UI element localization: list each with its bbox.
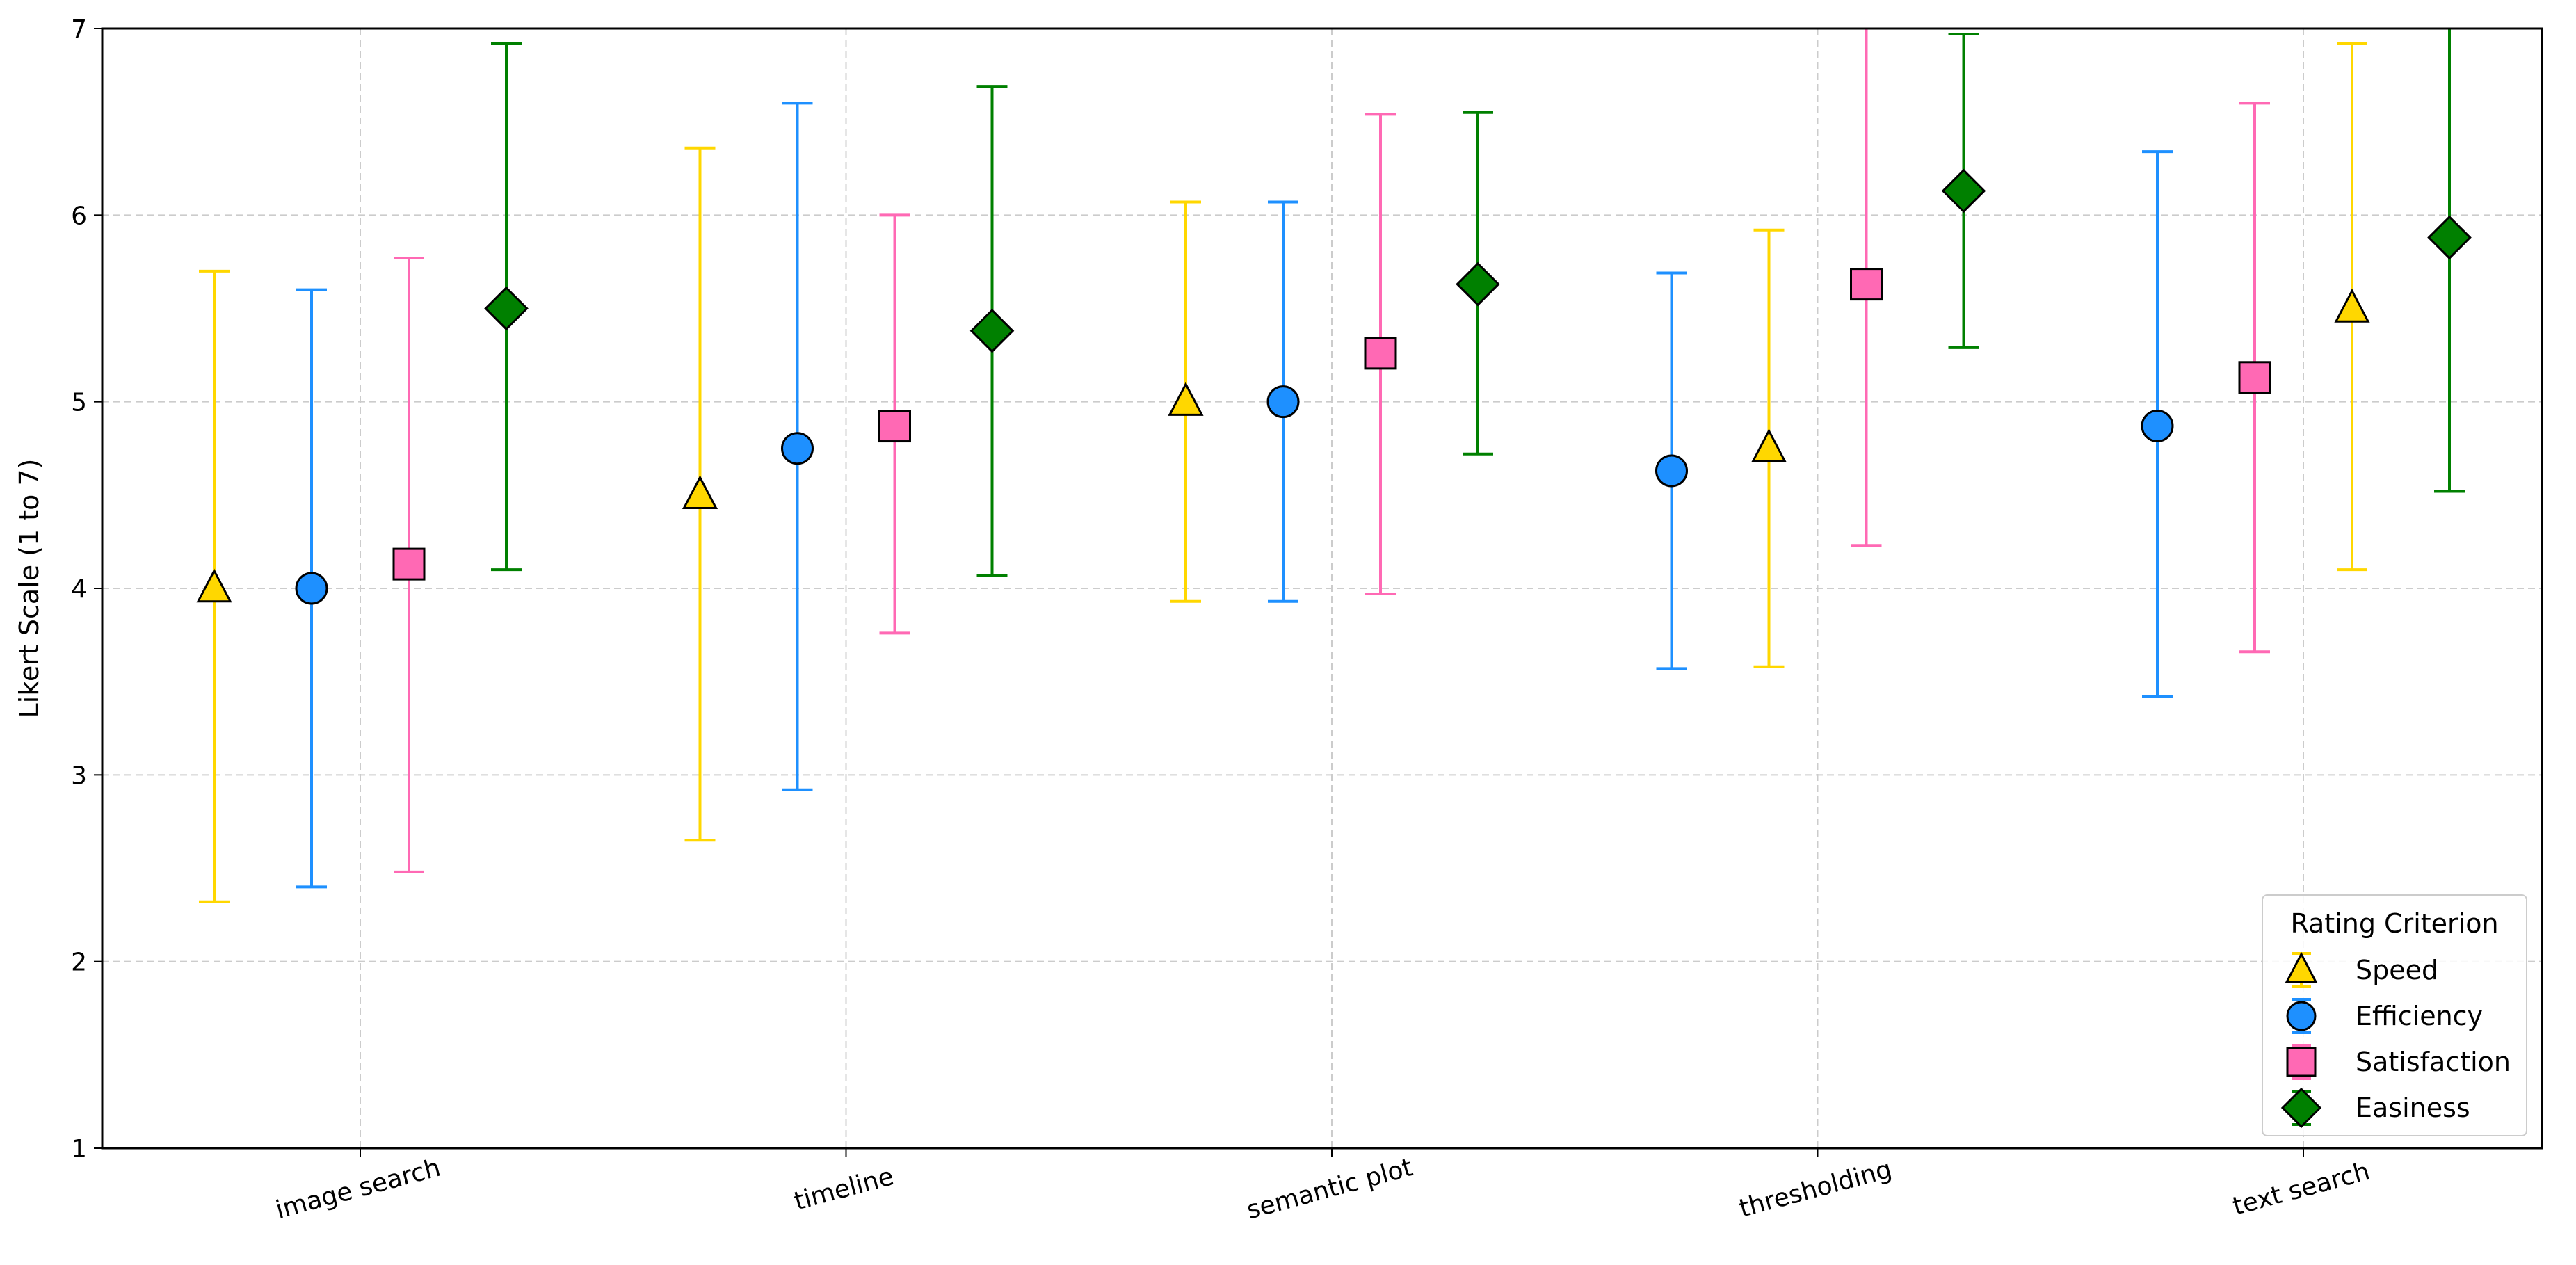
legend-label: Satisfaction <box>2356 1047 2511 1077</box>
point-efficiency <box>781 432 814 465</box>
point-easiness <box>1941 168 1986 213</box>
errorbar-speed-0 <box>196 269 232 903</box>
point-satisfaction <box>392 547 426 581</box>
legend-label: Speed <box>2356 955 2438 985</box>
point-speed <box>682 475 718 510</box>
errorbar-satisfaction-0 <box>392 257 426 873</box>
legend-box <box>2262 894 2527 1136</box>
legend-label: Easiness <box>2356 1093 2470 1123</box>
y-tick-label: 7 <box>71 15 87 44</box>
y-tick-label: 6 <box>71 202 87 230</box>
point-satisfaction <box>2238 361 2271 394</box>
point-efficiency <box>1655 454 1688 488</box>
errorbar-speed-4 <box>2334 42 2370 572</box>
x-axis: image search timeline semantic plot thresho… <box>273 1148 2373 1225</box>
y-tick-label: 2 <box>71 949 87 977</box>
errorbar-efficiency-1 <box>781 102 814 791</box>
errorbar-efficiency-2 <box>1266 200 1300 603</box>
errorbar-easiness-0 <box>484 42 529 572</box>
errorbar-easiness-4 <box>2427 29 2472 493</box>
y-tick-label: 1 <box>71 1135 87 1163</box>
legend-items: Speed Efficiency Satisfaction Easiness <box>2280 951 2511 1129</box>
legend: Rating Criterion Speed Efficiency Satisfac… <box>2262 894 2527 1136</box>
point-satisfaction <box>1364 337 1397 370</box>
x-tick-label: thresholding <box>1736 1155 1894 1223</box>
x-tick-label: text search <box>2230 1157 2373 1221</box>
y-axis: 1 2 3 4 5 6 7 <box>71 15 102 1163</box>
x-tick-label: semantic plot <box>1243 1153 1415 1225</box>
point-efficiency <box>2141 410 2174 443</box>
y-axis-label: Likert Scale (1 to 7) <box>14 459 45 718</box>
legend-item-satisfaction: Satisfaction <box>2286 1044 2511 1080</box>
legend-marker-circle <box>2286 1001 2317 1031</box>
point-efficiency <box>295 572 328 605</box>
y-tick-label: 3 <box>71 762 87 790</box>
errorbar-efficiency-4 <box>2141 150 2174 698</box>
point-speed <box>1750 428 1787 462</box>
point-speed <box>1168 382 1204 416</box>
errorbar-satisfaction-4 <box>2238 102 2271 654</box>
y-tick-label: 4 <box>71 575 87 604</box>
point-satisfaction <box>878 410 911 443</box>
errorbar-satisfaction-1 <box>878 213 911 635</box>
legend-item-speed: Speed <box>2285 951 2438 988</box>
legend-marker-square <box>2286 1047 2317 1077</box>
x-tick-label: timeline <box>791 1162 897 1216</box>
point-satisfaction <box>1850 268 1883 301</box>
point-efficiency <box>1266 385 1300 419</box>
point-easiness <box>2427 215 2472 260</box>
errorbar-efficiency-3 <box>1655 271 1688 670</box>
errorbar-efficiency-0 <box>295 288 328 889</box>
errorbar-satisfaction-3 <box>1850 29 1883 547</box>
plot-frame <box>101 27 2543 1150</box>
x-tick-label: image search <box>273 1154 443 1225</box>
legend-marker-triangle <box>2285 951 2318 983</box>
errorbar-satisfaction-2 <box>1364 113 1397 596</box>
errorbar-speed-1 <box>682 146 718 842</box>
errorbar-speed-2 <box>1168 200 1204 603</box>
errorbar-easiness-1 <box>969 85 1015 577</box>
legend-item-efficiency: Efficiency <box>2286 998 2483 1034</box>
legend-title: Rating Criterion <box>2290 908 2498 939</box>
errorbar-easiness-3 <box>1941 33 1986 349</box>
gridlines <box>102 29 2542 1148</box>
point-easiness <box>1456 261 1500 307</box>
data-marks <box>196 29 2472 903</box>
y-tick-label: 5 <box>71 389 87 417</box>
legend-label: Efficiency <box>2356 1001 2483 1031</box>
legend-marker-diamond <box>2280 1087 2322 1129</box>
point-easiness <box>484 286 529 331</box>
legend-item-easiness: Easiness <box>2280 1087 2470 1129</box>
point-speed <box>196 568 232 603</box>
errorbar-speed-3 <box>1750 228 1787 668</box>
point-speed <box>2334 288 2370 323</box>
point-easiness <box>969 308 1015 353</box>
errorbar-easiness-2 <box>1456 111 1500 456</box>
